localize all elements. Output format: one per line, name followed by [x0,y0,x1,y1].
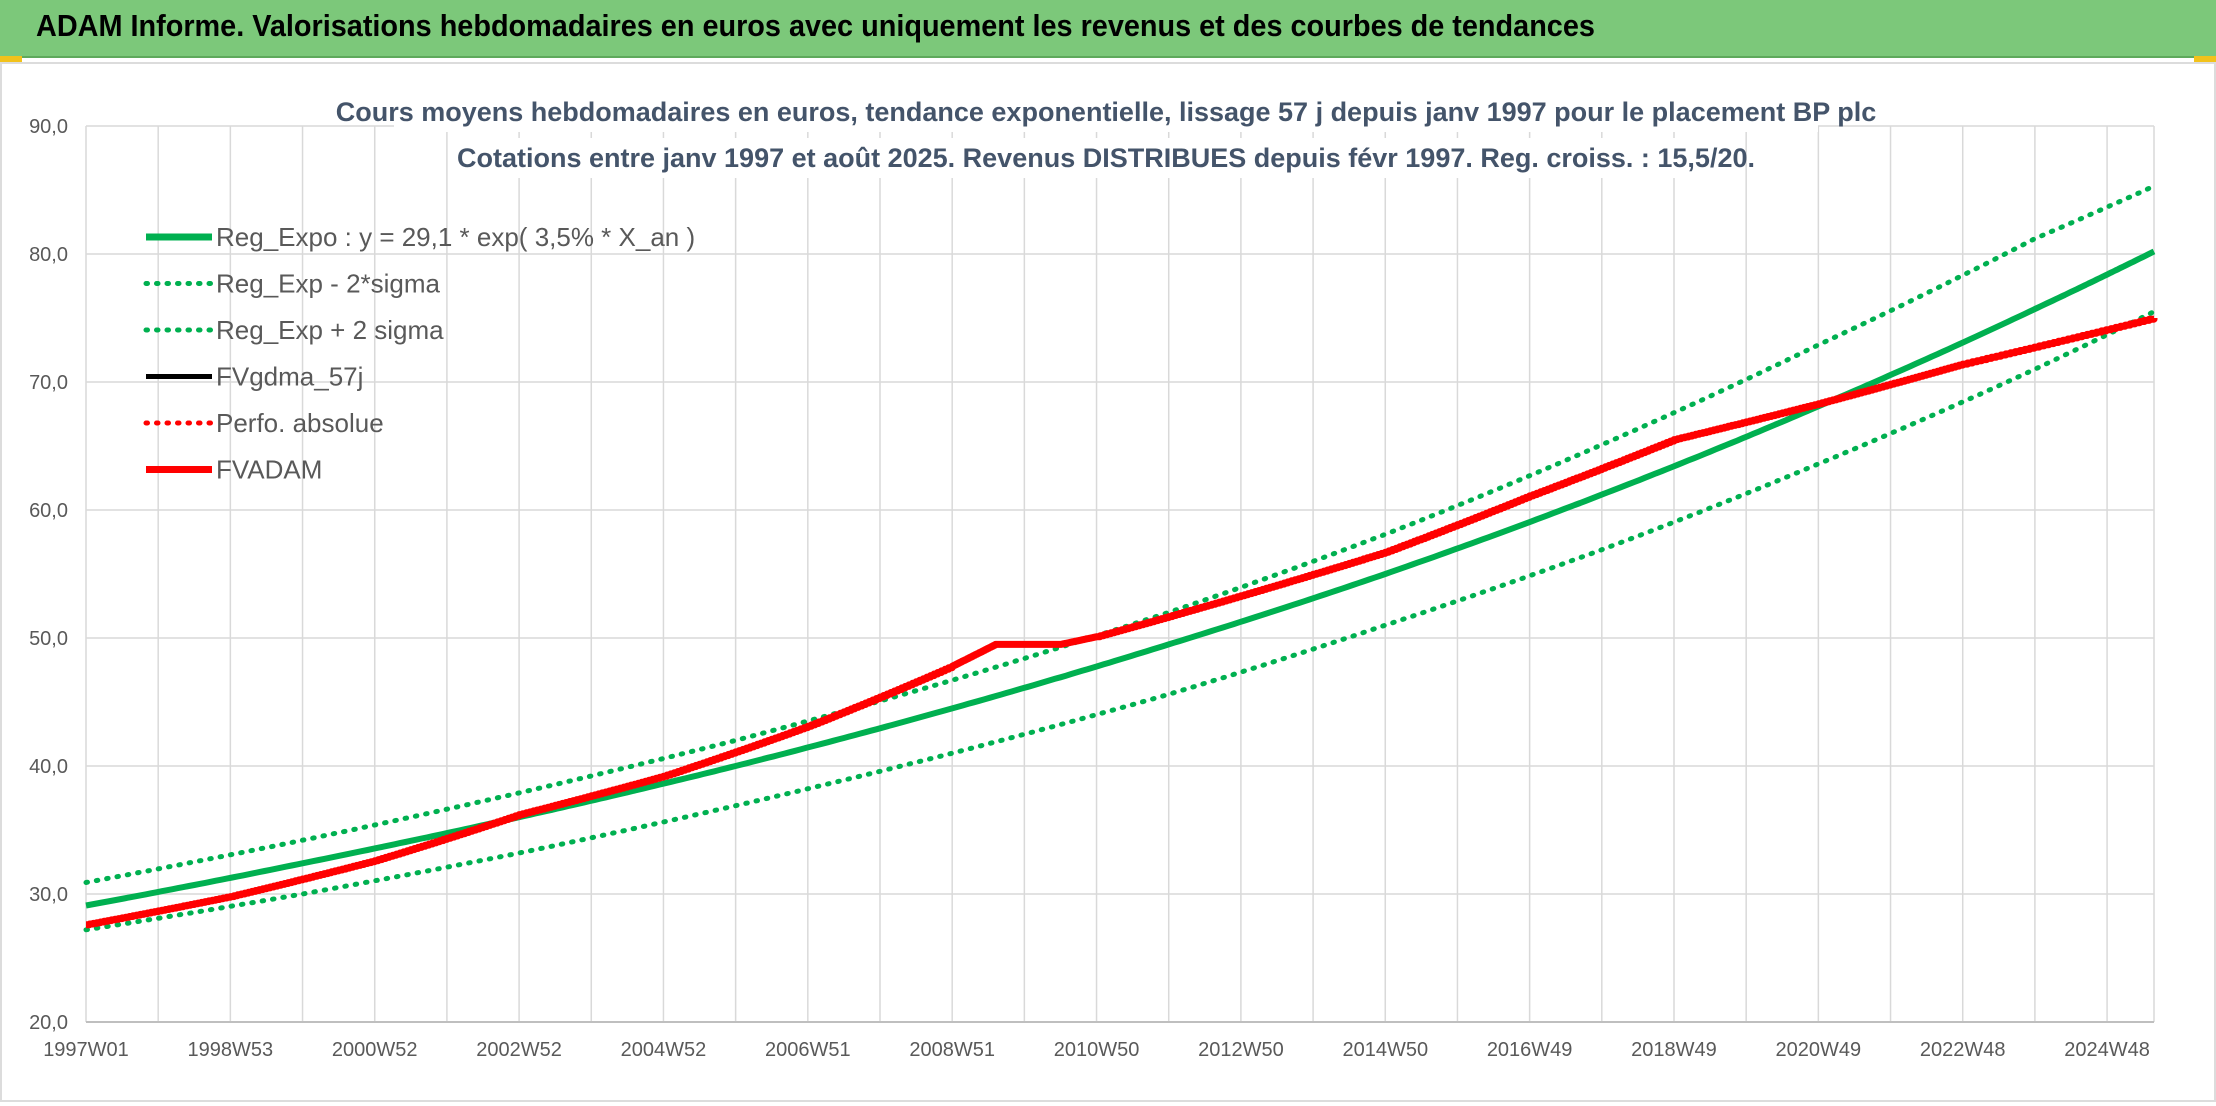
y-tick-label: 30,0 [29,884,68,906]
subtitle-background [494,138,1718,178]
x-tick-label: 2014W50 [1342,1039,1428,1061]
y-tick-label: 70,0 [29,372,68,394]
series-line-1 [83,309,2157,933]
legend-label-0: Reg_Expo : y = 29,1 * exp( 3,5% * X_an ) [216,222,695,252]
page-title: ADAM Informe. Valorisations hebdomadaire… [36,8,1595,43]
y-tick-label: 20,0 [29,1012,68,1034]
x-tick-label: 2016W49 [1487,1039,1573,1061]
chart-subtitle: Cotations entre janv 1997 et août 2025. … [457,143,1755,173]
legend-label-4: Perfo. absolue [216,408,384,438]
x-tick-label: 2022W48 [1920,1039,2006,1061]
x-tick-label: 2004W52 [621,1039,707,1061]
legend-label-2: Reg_Exp + 2 sigma [216,315,444,345]
series-line-2 [83,183,2157,885]
series-line-5 [86,315,2158,929]
series-line-0 [85,248,2156,909]
chart-area: 20,0 30,0 40,0 50,0 60,0 70,0 80,0 90,0 1997W01 1… [0,62,2216,1102]
axis-layer: 20,0 30,0 40,0 50,0 60,0 70,0 80,0 90,0 1997W01 1… [29,116,2154,1061]
legend-label-5: FVADAM [216,455,322,485]
title-background [394,92,1818,132]
x-tick-label: 1998W53 [188,1039,274,1061]
x-tick-label: 2020W49 [1776,1039,1862,1061]
x-tick-label: 2010W50 [1054,1039,1140,1061]
header-bar: ADAM Informe. Valorisations hebdomadaire… [0,0,2216,58]
x-tick-label: 2018W49 [1631,1039,1717,1061]
series-layer [83,183,2158,933]
x-tick-label: 2008W51 [909,1039,995,1061]
legend: Reg_Expo : y = 29,1 * exp( 3,5% * X_an )… [143,222,695,485]
y-tick-label: 80,0 [29,244,68,266]
x-tick-label: 2006W51 [765,1039,851,1061]
corner-marker-left [0,56,22,64]
legend-label-3: FVgdma_57j [216,362,363,392]
x-tick-label: 2002W52 [476,1039,562,1061]
grid-layer [85,125,2155,1023]
x-tick-label: 2024W48 [2064,1039,2150,1061]
chart-title: Cours moyens hebdomadaires en euros, ten… [336,97,1877,127]
y-tick-label: 60,0 [29,500,68,522]
x-tick-label: 1997W01 [43,1039,129,1061]
line-chart: 20,0 30,0 40,0 50,0 60,0 70,0 80,0 90,0 1997W01 1… [29,92,2158,1061]
title-layer: Cours moyens hebdomadaires en euros, ten… [336,92,1877,178]
corner-marker-right [2194,56,2216,64]
legend-label-1: Reg_Exp - 2*sigma [216,269,441,299]
x-tick-label: 2012W50 [1198,1039,1284,1061]
y-tick-label: 50,0 [29,628,68,650]
y-tick-label: 40,0 [29,756,68,778]
x-tick-label: 2000W52 [332,1039,418,1061]
y-tick-label: 90,0 [29,116,68,138]
